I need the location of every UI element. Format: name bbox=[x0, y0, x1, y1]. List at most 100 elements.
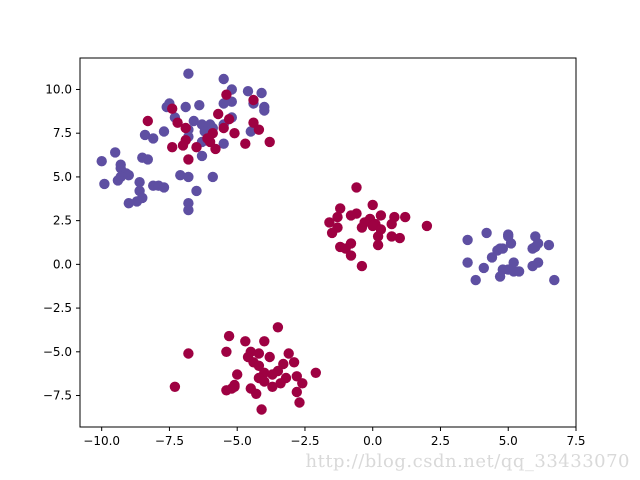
data-point-s0-0 bbox=[183, 68, 194, 79]
data-point-s0-53 bbox=[123, 198, 134, 209]
y-tick-label: 0.0 bbox=[53, 257, 72, 271]
data-point-s0-22 bbox=[158, 126, 170, 137]
data-point-s1-6 bbox=[142, 115, 153, 127]
data-point-s1-52 bbox=[272, 322, 284, 333]
data-point-s1-38 bbox=[356, 222, 368, 233]
data-point-s1-76 bbox=[297, 378, 308, 389]
data-point-s1-65 bbox=[278, 358, 289, 370]
data-point-s0-13 bbox=[259, 105, 270, 116]
data-point-s1-66 bbox=[253, 360, 265, 371]
data-point-s1-20 bbox=[210, 143, 221, 155]
x-tick-label: −10.0 bbox=[83, 434, 120, 448]
data-point-s0-69 bbox=[486, 252, 498, 263]
data-point-s1-24 bbox=[335, 203, 346, 214]
data-point-s0-3 bbox=[242, 86, 254, 97]
x-tick-label: −7.5 bbox=[155, 434, 184, 448]
data-point-s0-63 bbox=[503, 231, 514, 242]
y-tick-label: −2.5 bbox=[43, 301, 72, 315]
data-point-s1-77 bbox=[275, 378, 286, 389]
data-points bbox=[96, 68, 560, 415]
data-point-s0-48 bbox=[158, 182, 170, 193]
x-axis: −10.0 −7.5 −5.0 −2.5 0.0 2.5 5.0 7.5 bbox=[83, 427, 586, 448]
data-point-s0-43 bbox=[112, 175, 124, 186]
data-point-s0-57 bbox=[481, 227, 492, 239]
data-point-s1-69 bbox=[267, 369, 278, 380]
data-point-s1-1 bbox=[248, 94, 259, 106]
data-point-s0-56 bbox=[462, 234, 473, 246]
data-point-s1-57 bbox=[259, 336, 270, 347]
y-tick-label: 5.0 bbox=[53, 170, 72, 184]
data-point-s0-33 bbox=[142, 154, 153, 165]
data-point-s1-85 bbox=[291, 386, 302, 398]
data-point-s1-42 bbox=[326, 227, 338, 239]
data-point-s0-76 bbox=[513, 266, 525, 277]
data-point-s0-81 bbox=[549, 274, 560, 286]
data-point-s0-44 bbox=[134, 177, 145, 188]
data-point-s1-2 bbox=[167, 103, 178, 114]
data-point-s1-7 bbox=[172, 117, 183, 128]
data-point-s0-4 bbox=[256, 87, 267, 99]
data-point-s1-25 bbox=[367, 199, 378, 211]
data-point-s1-84 bbox=[221, 385, 232, 396]
data-point-s1-32 bbox=[400, 211, 411, 223]
x-tick-label: −2.5 bbox=[290, 434, 319, 448]
data-point-s0-10 bbox=[226, 96, 237, 107]
data-point-s0-8 bbox=[194, 100, 205, 111]
y-tick-label: −7.5 bbox=[43, 389, 72, 403]
data-point-s1-16 bbox=[264, 136, 275, 148]
data-point-s0-9 bbox=[218, 98, 229, 109]
data-point-s1-70 bbox=[310, 367, 321, 378]
data-point-s1-4 bbox=[223, 114, 235, 125]
data-point-s0-50 bbox=[191, 185, 202, 197]
x-tick-label: 2.5 bbox=[431, 434, 450, 448]
data-point-s1-88 bbox=[256, 404, 267, 415]
data-point-s1-15 bbox=[204, 136, 216, 148]
data-point-s0-26 bbox=[148, 133, 159, 144]
y-axis: −7.5 −5.0 −2.5 0.0 2.5 5.0 7.5 10.0 bbox=[43, 82, 80, 403]
data-point-s1-56 bbox=[240, 336, 251, 347]
x-tick-label: −5.0 bbox=[223, 434, 252, 448]
data-point-s0-78 bbox=[527, 260, 538, 272]
data-point-s1-87 bbox=[294, 397, 305, 408]
data-point-s1-19 bbox=[191, 142, 202, 153]
data-point-s1-59 bbox=[264, 351, 275, 363]
y-tick-label: 10.0 bbox=[45, 82, 72, 96]
data-point-s0-41 bbox=[183, 171, 194, 183]
data-point-s1-49 bbox=[340, 243, 351, 254]
data-point-s1-61 bbox=[253, 348, 265, 359]
data-point-s1-9 bbox=[218, 122, 229, 134]
x-tick-label: 5.0 bbox=[499, 434, 518, 448]
data-point-s0-1 bbox=[218, 73, 229, 85]
data-point-s1-44 bbox=[394, 232, 405, 244]
data-point-s1-39 bbox=[367, 220, 378, 232]
data-point-s1-79 bbox=[169, 381, 181, 392]
data-point-s1-3 bbox=[213, 108, 224, 120]
data-point-s1-64 bbox=[288, 357, 300, 368]
data-point-s1-18 bbox=[177, 140, 189, 151]
data-point-s0-72 bbox=[478, 262, 489, 274]
data-point-s1-8 bbox=[180, 122, 191, 134]
data-point-s0-40 bbox=[175, 170, 186, 181]
data-point-s1-5 bbox=[248, 117, 259, 128]
data-point-s0-70 bbox=[462, 257, 473, 268]
data-point-s1-71 bbox=[232, 369, 243, 380]
watermark-text: http://blog.csdn.net/qq_33433070 bbox=[305, 451, 630, 472]
data-point-s0-71 bbox=[508, 257, 519, 268]
data-point-s0-45 bbox=[99, 178, 110, 190]
data-point-s1-54 bbox=[183, 348, 194, 359]
y-tick-label: 2.5 bbox=[53, 214, 72, 228]
data-point-s0-30 bbox=[110, 147, 121, 158]
data-point-s1-72 bbox=[291, 371, 302, 382]
data-point-s1-62 bbox=[283, 348, 294, 359]
y-tick-label: 7.5 bbox=[53, 126, 72, 140]
data-point-s1-28 bbox=[375, 210, 387, 221]
data-point-s0-34 bbox=[96, 156, 107, 167]
y-tick-label: −5.0 bbox=[43, 345, 72, 359]
data-point-s1-0 bbox=[221, 89, 232, 100]
data-point-s0-24 bbox=[245, 126, 256, 137]
data-point-s0-16 bbox=[188, 115, 199, 127]
data-point-s0-25 bbox=[139, 129, 151, 141]
data-point-s0-55 bbox=[183, 204, 194, 216]
data-point-s0-29 bbox=[218, 138, 229, 149]
